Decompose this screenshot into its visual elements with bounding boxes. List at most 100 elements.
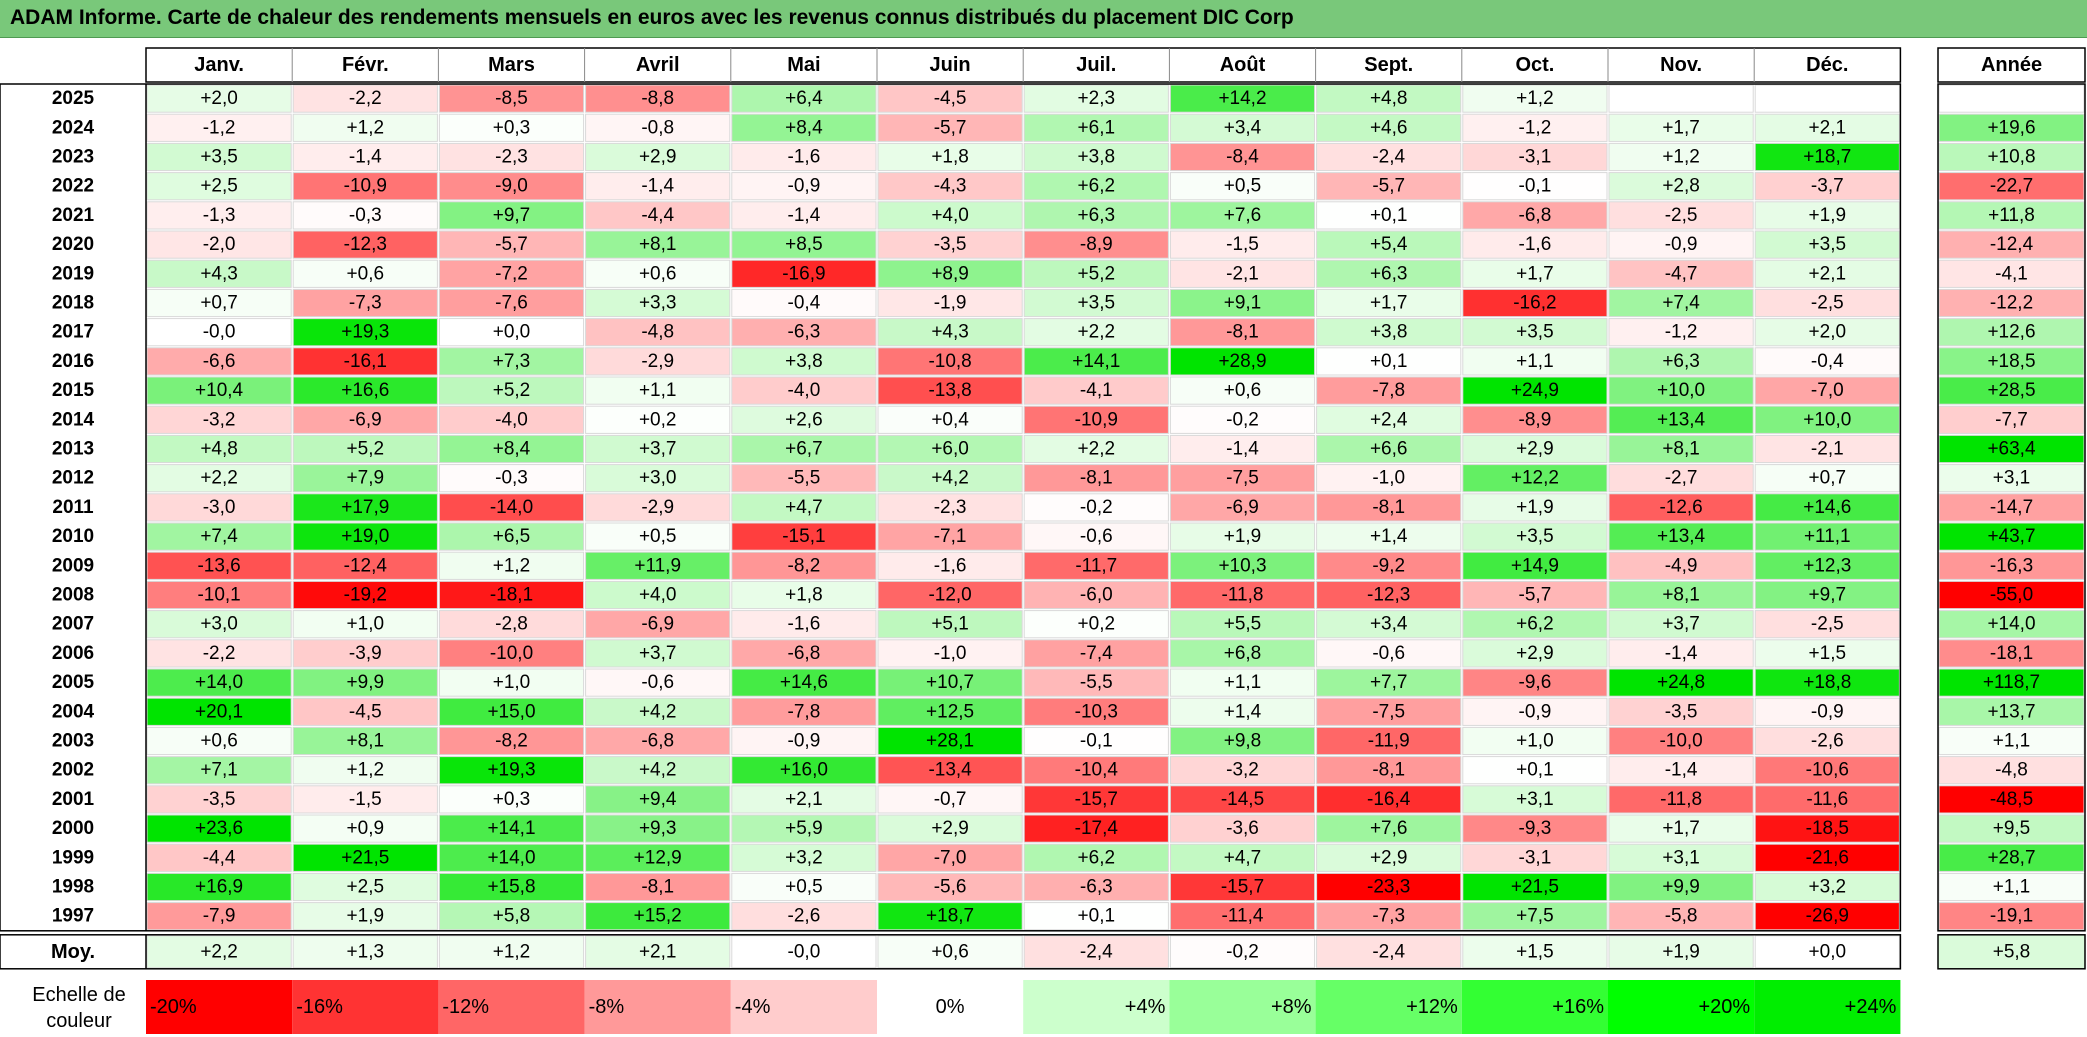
row-year-label: 1997 [52,906,94,927]
heatmap-cell [146,756,292,785]
heatmap-cell [1608,434,1754,464]
heatmap-cell [1754,551,1900,580]
cell-value-label: -0,1 [1519,176,1552,197]
heatmap-cell [1023,843,1169,872]
cell-value-label: -6,8 [641,731,674,752]
annual-cell [1938,347,2085,376]
heatmap-cell [1754,814,1900,843]
heatmap-cell [1462,756,1608,785]
average-cell [1462,935,1608,969]
heatmap-cell [877,347,1023,376]
heatmap-cell [585,814,731,843]
cell-value-label: +3,2 [1809,877,1847,898]
cell-value-label: +4,7 [1224,847,1262,868]
cell-value-label: -5,8 [1665,906,1698,927]
cell-value-label: +7,7 [1370,672,1408,693]
cell-value-label: +14,6 [1803,497,1851,518]
heatmap-cell [585,142,731,172]
heatmap-cell [438,288,585,318]
cell-value-label: -4,4 [641,205,674,226]
cell-value-label: +2,9 [1516,643,1554,664]
heatmap-cell [1316,84,1462,113]
average-cell [585,935,731,969]
cell-value-label: +13,4 [1657,526,1706,547]
heatmap-cell [1608,902,1754,931]
heatmap-cell [146,259,292,288]
cell-value-label: +6,1 [1078,117,1116,138]
scale-stop-label: -12% [442,996,489,1018]
cell-value-label: -9,3 [1519,818,1552,839]
heatmap-cell [1462,376,1608,405]
cell-value-label: +7,4 [200,526,238,547]
row-year-label: 2004 [52,701,95,722]
heatmap-cell [1316,580,1462,610]
cell-value-label: +1,7 [1662,818,1700,839]
cell-value-label: +4,3 [931,322,969,343]
heatmap-cell [1316,142,1462,172]
cell-value-label: -1,6 [1519,234,1552,255]
heatmap-cell [1023,902,1169,931]
heatmap-cell [1169,814,1316,843]
cell-value-label: -7,4 [1080,643,1113,664]
scale-swatch [1023,980,1170,1034]
cell-value-label: -13,6 [197,555,240,576]
cell-value-label: +18,7 [1803,147,1851,168]
cell-value-label: -4,5 [934,88,967,109]
cell-value-label: -12,3 [344,234,387,255]
heatmap-cell [1608,668,1754,697]
heatmap-cell [1023,697,1169,726]
cell-value-label: -0,3 [349,205,382,226]
cell-value-label: +3,7 [1662,614,1700,635]
scale-stop-label: +12% [1406,996,1458,1018]
cell-value-label: +15,8 [487,877,535,898]
heatmap-cell [292,639,438,668]
cell-value-label: +8,9 [931,263,969,284]
annual-value-label: -48,5 [1990,789,2033,810]
cell-value-label: +24,8 [1657,672,1705,693]
heatmap-cell [438,113,585,142]
row-year-label: 2025 [52,88,95,109]
cell-value-label: -16,4 [1367,789,1411,810]
cell-value-label: +9,7 [493,205,531,226]
annual-value-label: +18,5 [1987,351,2035,372]
heatmap-cell [1023,726,1169,756]
cell-value-label: +1,2 [347,760,385,781]
cell-value-label: -8,1 [1080,468,1113,489]
heatmap-cell [1608,464,1754,493]
heatmap-cell [1169,843,1316,872]
annual-cell [1938,639,2085,668]
heatmap-cell [877,259,1023,288]
cell-value-label: -10,6 [1806,760,1849,781]
heatmap-cell [1462,843,1608,872]
cell-value-label: +3,8 [785,351,823,372]
cell-value-label: +0,6 [1224,380,1262,401]
average-value-label: +0,0 [1809,941,1847,962]
annual-cell [1938,814,2085,843]
heatmap-cell [585,464,731,493]
cell-value-label: +5,2 [347,439,385,460]
cell-value-label: +6,3 [1370,263,1408,284]
cell-value-label: +0,1 [1516,760,1554,781]
average-cell [146,935,292,969]
heatmap-cell [585,610,731,639]
cell-value-label: +16,6 [341,380,389,401]
row-year-label: 2011 [52,497,94,518]
cell-value-label: -3,5 [934,234,967,255]
cell-value-label: -2,2 [349,88,382,109]
cell-value-label: -3,2 [203,409,236,430]
cell-value-label: -1,2 [1519,117,1552,138]
cell-value-label: +8,5 [785,234,823,255]
annual-cell [1938,756,2085,785]
scale-stop-label: -20% [150,996,197,1018]
cell-value-label: -11,6 [1806,789,1848,810]
cell-value-label: +9,7 [1809,585,1847,606]
cell-value-label: +6,6 [1370,439,1408,460]
heatmap-cell [1754,843,1900,872]
cell-value-label: -6,6 [203,351,236,372]
cell-value-label: -10,1 [197,585,240,606]
heatmap-cell [1023,201,1169,230]
heatmap-cell [1462,668,1608,697]
heatmap-cell [292,726,438,756]
cell-value-label: -3,2 [1226,760,1259,781]
heatmap-cell [438,201,585,230]
